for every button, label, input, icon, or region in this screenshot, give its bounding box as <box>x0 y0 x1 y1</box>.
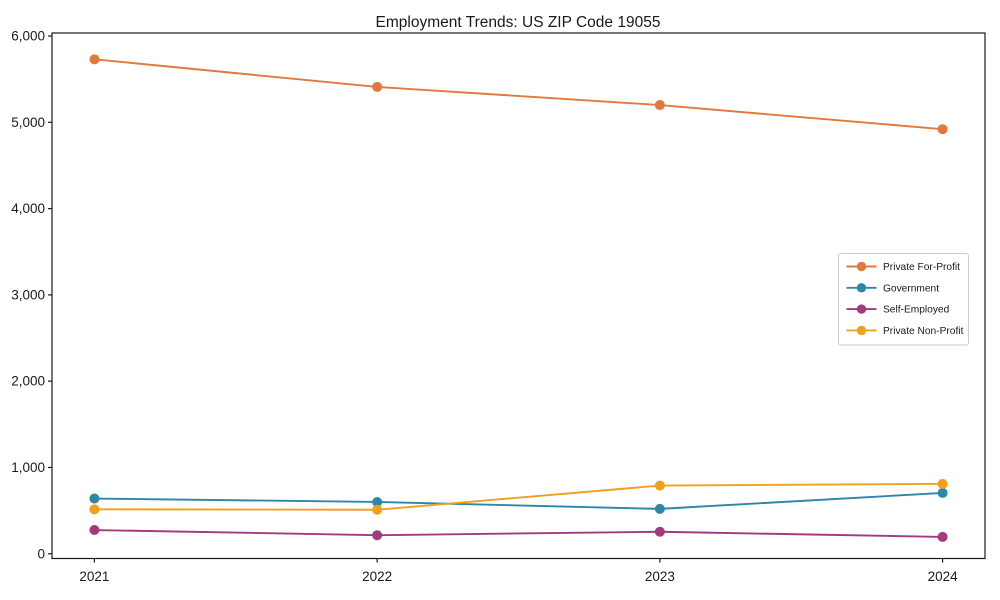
y-tick-label: 1,000 <box>11 460 45 475</box>
data-point-self-employed-2022 <box>372 530 383 541</box>
legend-label: Private For-Profit <box>883 262 960 273</box>
y-tick-label: 2,000 <box>11 374 45 389</box>
series-line-private-non-profit <box>94 482 943 511</box>
legend-marker-icon <box>856 261 867 272</box>
data-point-private-for-profit-2023 <box>654 100 665 111</box>
legend-marker-icon <box>856 325 867 336</box>
data-point-private-non-profit-2022 <box>372 504 383 515</box>
legend-label: Self-Employed <box>883 305 950 316</box>
legend-marker-icon <box>856 304 867 314</box>
data-point-private-non-profit-2021 <box>89 504 100 515</box>
data-point-self-employed-2021 <box>89 525 100 536</box>
y-tick-label: 3,000 <box>11 287 45 302</box>
x-tick-label: 2023 <box>645 569 675 584</box>
series-line-private-for-profit <box>94 58 943 131</box>
legend: Private For-Profit Government Self-Employe… <box>838 253 969 346</box>
data-point-private-for-profit-2021 <box>89 54 100 65</box>
series-line-government <box>94 491 943 510</box>
x-tick-label: 2024 <box>928 569 959 584</box>
data-point-private-for-profit-2024 <box>937 124 948 135</box>
legend-box <box>838 253 969 346</box>
series-line-self-employed <box>94 529 943 538</box>
data-point-government-2022 <box>372 496 383 507</box>
y-tick-label: 6,000 <box>11 29 45 44</box>
data-point-private-for-profit-2022 <box>372 81 383 92</box>
legend-item-private-non-profit: Private Non-Profit <box>846 325 964 337</box>
legend-label: Private Non-Profit <box>883 326 964 337</box>
legend-item-self-employed: Self-Employed <box>846 304 950 316</box>
data-point-government-2023 <box>654 503 665 514</box>
x-tick-label: 2022 <box>362 569 392 584</box>
legend-item-private-for-profit: Private For-Profit <box>846 261 960 273</box>
data-point-private-non-profit-2024 <box>937 478 948 489</box>
y-tick-label: 0 <box>37 546 45 561</box>
legend-marker-icon <box>856 283 867 293</box>
data-point-government-2024 <box>937 487 948 498</box>
data-point-self-employed-2023 <box>654 526 665 537</box>
axes-box <box>51 32 986 560</box>
x-tick-label: 2021 <box>79 569 109 584</box>
y-tick-label: 4,000 <box>11 201 45 216</box>
legend-item-government: Government <box>846 283 939 294</box>
chart-title: Employment Trends: US ZIP Code 19055 <box>376 14 661 31</box>
data-point-private-non-profit-2023 <box>654 480 665 491</box>
legend-label: Government <box>883 283 939 294</box>
data-point-government-2021 <box>89 493 100 504</box>
y-tick-label: 5,000 <box>11 115 45 130</box>
plot-area: 0 1,000 2,000 3,000 4,000 5,000 6,000 2021 2022 2… <box>11 29 986 584</box>
data-point-self-employed-2024 <box>937 531 948 542</box>
